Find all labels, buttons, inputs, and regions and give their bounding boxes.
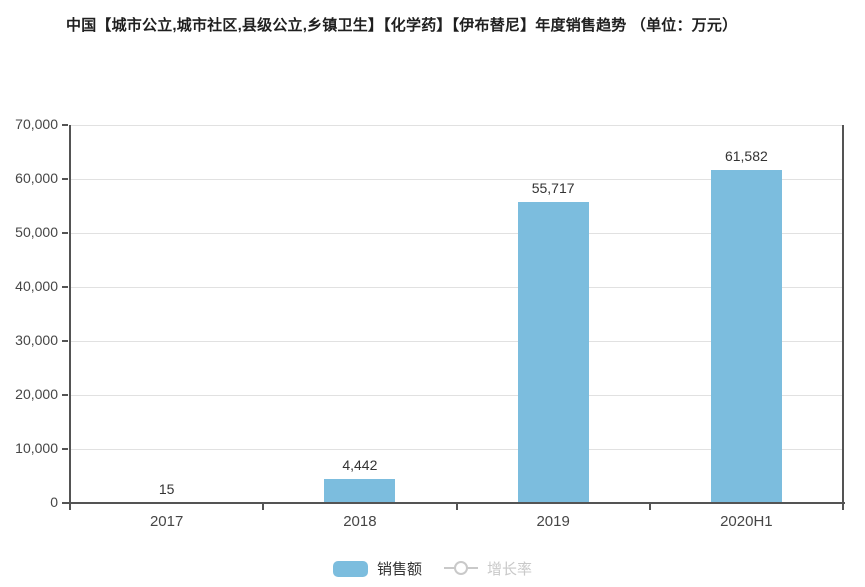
growth-rate-line-marker-icon bbox=[444, 561, 478, 576]
x-axis-tick bbox=[69, 504, 71, 510]
y-axis-tick bbox=[62, 286, 68, 288]
gridline bbox=[70, 341, 843, 342]
plot-right-border bbox=[842, 125, 844, 503]
y-axis-tick bbox=[62, 394, 68, 396]
x-axis-line bbox=[63, 502, 845, 504]
y-tick-label: 40,000 bbox=[15, 278, 58, 294]
x-axis-tick bbox=[842, 504, 844, 510]
legend-label-sales: 销售额 bbox=[376, 561, 422, 578]
plot-area: 0 10,000 20,000 30,000 40,000 50,000 60,000 70,… bbox=[15, 116, 845, 530]
x-axis-tick bbox=[455, 504, 458, 510]
bar-value-label: 55,717 bbox=[531, 180, 575, 197]
y-tick-label: 10,000 bbox=[15, 440, 58, 456]
y-tick-label: 0 bbox=[50, 494, 58, 510]
x-tick-label: 2017 bbox=[149, 513, 184, 530]
y-tick-label: 20,000 bbox=[15, 386, 58, 402]
gridline bbox=[70, 395, 843, 396]
x-tick-label: 2020H1 bbox=[720, 513, 773, 530]
y-tick-label: 70,000 bbox=[15, 116, 58, 132]
bar-value-label: 15 bbox=[158, 480, 175, 497]
y-axis-tick bbox=[62, 178, 68, 180]
chart-title: 中国【城市公立,城市社区,县级公立,乡镇卫生】【化学药】【伊布替尼】年度销售趋势… bbox=[66, 17, 738, 34]
bar[interactable] bbox=[710, 170, 782, 503]
y-axis-tick bbox=[62, 448, 68, 450]
y-axis-tick bbox=[62, 232, 68, 234]
gridline bbox=[70, 233, 843, 234]
bar[interactable] bbox=[517, 202, 589, 503]
legend: 销售额 增长率 bbox=[0, 558, 865, 579]
legend-item-sales[interactable]: 销售额 bbox=[332, 558, 422, 579]
sales-swatch-icon bbox=[332, 560, 368, 577]
y-axis-tick bbox=[62, 124, 68, 126]
x-axis-tick bbox=[262, 504, 265, 510]
y-tick-label: 30,000 bbox=[15, 332, 58, 348]
x-tick-label: 2019 bbox=[536, 513, 570, 530]
y-tick-label: 60,000 bbox=[15, 170, 58, 186]
legend-item-growth-rate[interactable]: 增长率 bbox=[444, 558, 532, 579]
gridline bbox=[70, 125, 843, 126]
bar[interactable] bbox=[324, 479, 396, 503]
gridline bbox=[70, 449, 843, 450]
legend-label-growth-rate: 增长率 bbox=[487, 561, 533, 578]
gridline bbox=[70, 179, 843, 180]
y-axis-line bbox=[69, 125, 71, 503]
x-axis-tick bbox=[648, 504, 651, 510]
y-axis-tick bbox=[62, 340, 68, 342]
gridline bbox=[70, 287, 843, 288]
x-tick-label: 2018 bbox=[343, 513, 377, 530]
bar-value-label: 4,442 bbox=[342, 457, 378, 473]
bar-value-label: 61,582 bbox=[724, 148, 768, 165]
y-tick-label: 50,000 bbox=[15, 224, 58, 240]
